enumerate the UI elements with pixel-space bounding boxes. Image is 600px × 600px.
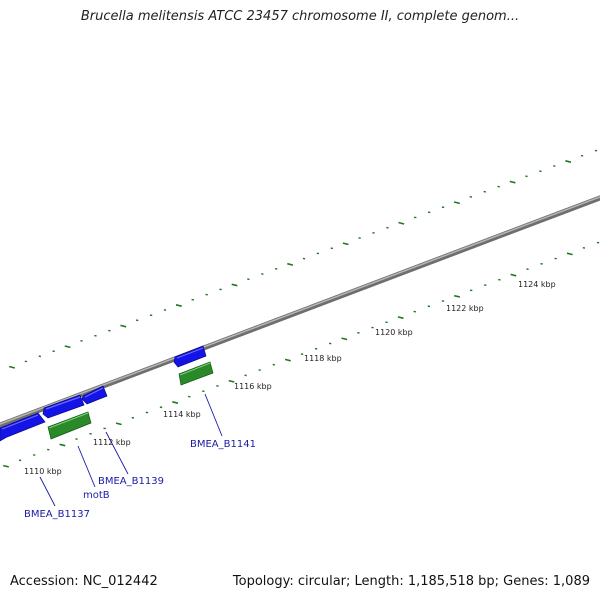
genome-summary-text: Topology: circular; Length: 1,185,518 bp…: [232, 574, 590, 589]
outer-track-major-tick: [565, 160, 572, 163]
outer-track-major-tick: [453, 201, 460, 205]
genome-backbone: [0, 195, 600, 428]
outer-track-major-tick: [64, 345, 71, 349]
kbp-label-1118: 1118 kbp: [304, 354, 342, 363]
kbp-label-1114: 1114 kbp: [163, 410, 201, 419]
outer-track-major-tick: [231, 283, 238, 287]
inner-track-major-tick: [3, 464, 9, 468]
outer-track-major-tick: [8, 365, 16, 369]
gene-bmea-b1139[interactable]: [81, 385, 108, 405]
gene-label-bmea-b1137[interactable]: BMEA_B1137: [24, 509, 90, 520]
kbp-label-1124: 1124 kbp: [518, 280, 556, 289]
kbp-labels: 1110 kbp 1112 kbp 1114 kbp 1116 kbp 1118…: [24, 280, 556, 476]
gene-leader-lines: [39, 393, 223, 507]
kbp-label-1116: 1116 kbp: [234, 382, 272, 391]
inner-track-major-tick: [341, 337, 348, 341]
inner-track-major-tick: [172, 401, 179, 404]
gene-label-bmea-b1139[interactable]: BMEA_B1139: [98, 476, 164, 487]
inner-track-major-tick: [397, 316, 404, 320]
kbp-label-1112: 1112 kbp: [93, 438, 131, 447]
inner-track-major-tick: [566, 252, 573, 256]
inner-tick-track: [3, 241, 600, 468]
inner-track-major-tick: [228, 379, 235, 383]
kbp-label-1122: 1122 kbp: [446, 304, 484, 313]
gene-bmea-b1140[interactable]: [178, 361, 214, 386]
inner-track-major-tick: [454, 294, 461, 298]
gene-motb[interactable]: [47, 411, 92, 440]
map-title: Brucella melitensis ATCC 23457 chromosom…: [80, 9, 520, 24]
inner-track-major-tick: [284, 358, 291, 362]
gene-label-bmea-b1141[interactable]: BMEA_B1141: [190, 439, 256, 450]
forward-genes: [0, 345, 207, 442]
gene-labels: BMEA_B1137 motB BMEA_B1139 BMEA_B1141: [24, 439, 256, 520]
outer-track-major-tick: [120, 324, 127, 328]
kbp-label-1120: 1120 kbp: [375, 328, 413, 337]
inner-track-major-tick: [115, 422, 122, 426]
kbp-label-1110: 1110 kbp: [24, 467, 62, 476]
inner-track-major-tick: [510, 273, 517, 277]
inner-track-major-tick: [59, 443, 66, 447]
outer-tick-track: [8, 149, 598, 369]
accession-text: Accession: NC_012442: [10, 574, 158, 589]
outer-track-major-tick: [398, 221, 405, 225]
outer-track-major-tick: [509, 180, 516, 184]
gene-bmea-b1137[interactable]: [0, 412, 46, 442]
gene-bmea-b1138[interactable]: [42, 394, 85, 419]
gene-bmea-b1141[interactable]: [173, 345, 207, 368]
outer-track-major-tick: [342, 242, 349, 246]
outer-track-major-tick: [175, 304, 182, 307]
outer-track-major-tick: [287, 262, 294, 266]
reverse-genes: [47, 361, 214, 440]
gene-label-motb[interactable]: motB: [83, 490, 110, 501]
